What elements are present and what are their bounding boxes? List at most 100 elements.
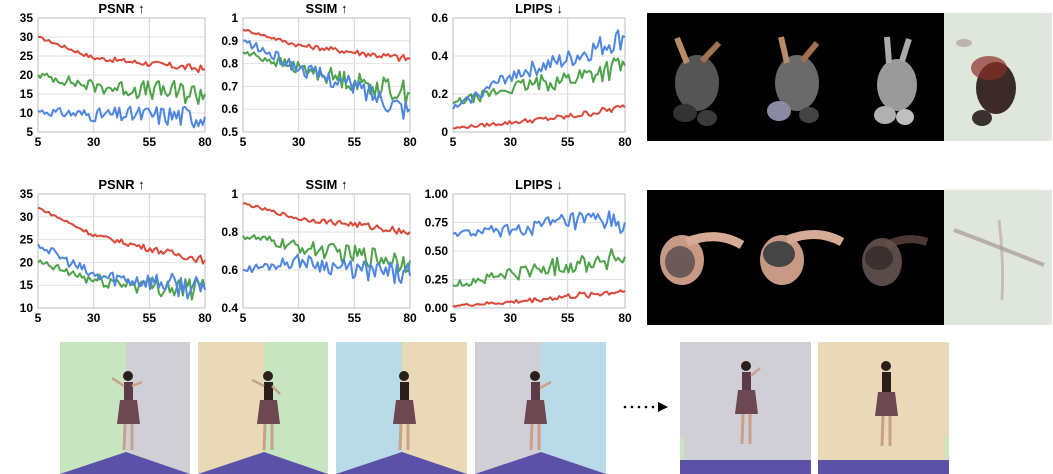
dancer-render-icon bbox=[767, 36, 820, 123]
x-tick-label: 5 bbox=[35, 311, 42, 325]
dancer-figure-icon bbox=[251, 371, 281, 451]
series-line-blue bbox=[37, 243, 206, 300]
chart-psnr-top: PSNR ↑ 5 30 55 80 5 10 15 20 25 30 35 bbox=[20, 1, 212, 149]
room-view-2 bbox=[198, 342, 328, 474]
x-tick-label: 55 bbox=[561, 311, 575, 325]
y-tick-label: 0.2 bbox=[431, 87, 448, 101]
series-line-green bbox=[452, 57, 626, 105]
y-tick-label: 0.6 bbox=[221, 263, 238, 277]
y-tick-label: 1.00 bbox=[425, 187, 449, 201]
y-tick-label: 0 bbox=[441, 125, 448, 139]
dancer-render-icon bbox=[760, 230, 845, 285]
x-tick-label: 30 bbox=[504, 135, 518, 149]
room-view-3 bbox=[336, 342, 467, 474]
y-tick-label: 10 bbox=[20, 301, 34, 315]
room-view-6 bbox=[818, 342, 949, 474]
dancer-figure-icon bbox=[393, 371, 416, 451]
plot-frame bbox=[242, 17, 411, 133]
y-tick-label: 30 bbox=[20, 30, 34, 44]
dancer-render-icon bbox=[953, 219, 1045, 301]
continuation-arrow-icon bbox=[623, 402, 668, 412]
x-tick-label: 30 bbox=[87, 135, 101, 149]
plot-frame bbox=[452, 17, 626, 133]
y-tick-label: 25 bbox=[20, 233, 34, 247]
render-panel-bottom-4 bbox=[944, 190, 1052, 325]
series-line-blue bbox=[37, 105, 206, 129]
chart-title: PSNR ↑ bbox=[98, 1, 144, 16]
x-tick-label: 80 bbox=[403, 135, 417, 149]
x-tick-label: 5 bbox=[35, 135, 42, 149]
series-line-red bbox=[242, 28, 411, 62]
y-tick-label: 0.00 bbox=[425, 301, 449, 315]
plot-frame bbox=[37, 193, 206, 309]
dancer-figure-icon bbox=[735, 361, 761, 445]
series-line-green bbox=[242, 51, 411, 106]
room-view-4 bbox=[475, 342, 606, 474]
render-panel-bottom-1 bbox=[647, 190, 747, 325]
chart-title: LPIPS ↓ bbox=[515, 177, 563, 192]
series-line-red bbox=[452, 289, 626, 308]
x-tick-label: 55 bbox=[348, 135, 362, 149]
y-tick-label: 0.75 bbox=[425, 216, 449, 230]
dancer-render-icon bbox=[862, 235, 929, 286]
plot-frame bbox=[242, 193, 411, 309]
x-tick-label: 80 bbox=[618, 311, 632, 325]
x-tick-label: 55 bbox=[143, 311, 157, 325]
x-tick-label: 30 bbox=[504, 311, 518, 325]
y-tick-label: 0.25 bbox=[425, 273, 449, 287]
render-panel-top-2 bbox=[747, 13, 847, 141]
x-tick-label: 5 bbox=[450, 311, 457, 325]
chart-title: LPIPS ↓ bbox=[515, 1, 563, 16]
x-tick-label: 55 bbox=[348, 311, 362, 325]
y-tick-label: 0.6 bbox=[431, 11, 448, 25]
dancer-render-icon bbox=[673, 36, 722, 126]
series-line-red bbox=[37, 206, 206, 265]
y-tick-label: 0.5 bbox=[221, 125, 238, 139]
x-tick-label: 55 bbox=[143, 135, 157, 149]
room-view-1 bbox=[60, 342, 190, 474]
y-tick-label: 0.6 bbox=[221, 102, 238, 116]
x-tick-label: 30 bbox=[87, 311, 101, 325]
render-panel-bottom-2 bbox=[747, 190, 847, 325]
y-tick-label: 0.8 bbox=[221, 57, 238, 71]
x-tick-label: 80 bbox=[403, 311, 417, 325]
x-tick-label: 80 bbox=[198, 311, 212, 325]
chart-title: SSIM ↑ bbox=[306, 1, 348, 16]
chart-lpips-top: LPIPS ↓ 5 30 55 80 0 0.2 0.4 0.6 bbox=[431, 1, 632, 149]
x-tick-label: 30 bbox=[292, 311, 306, 325]
series-line-red bbox=[452, 104, 626, 130]
y-tick-label: 0.7 bbox=[221, 79, 238, 93]
render-panel-top-1 bbox=[647, 13, 747, 141]
render-panel-top-4 bbox=[944, 13, 1052, 141]
series-line-red bbox=[37, 35, 206, 74]
x-tick-label: 5 bbox=[240, 135, 247, 149]
y-tick-label: 20 bbox=[20, 68, 34, 82]
y-tick-label: 20 bbox=[20, 255, 34, 269]
x-tick-label: 55 bbox=[561, 135, 575, 149]
y-tick-label: 1 bbox=[231, 187, 238, 201]
y-tick-label: 0.4 bbox=[431, 49, 448, 63]
dancer-render-icon bbox=[660, 232, 745, 285]
series-line-blue bbox=[452, 29, 626, 110]
y-tick-label: 30 bbox=[20, 210, 34, 224]
y-tick-label: 0.8 bbox=[221, 225, 238, 239]
y-tick-label: 15 bbox=[20, 278, 34, 292]
chart-title: PSNR ↑ bbox=[98, 177, 144, 192]
x-tick-label: 80 bbox=[198, 135, 212, 149]
series-line-blue bbox=[452, 210, 626, 238]
y-tick-label: 5 bbox=[26, 125, 33, 139]
dancer-figure-icon bbox=[111, 371, 143, 451]
x-tick-label: 80 bbox=[618, 135, 632, 149]
y-tick-label: 0.4 bbox=[221, 301, 238, 315]
y-tick-label: 0.9 bbox=[221, 34, 238, 48]
chart-lpips-bottom: LPIPS ↓ 5 30 55 80 0.00 0.25 0.50 0.75 1.00 bbox=[425, 177, 632, 325]
x-tick-label: 5 bbox=[450, 135, 457, 149]
y-tick-label: 25 bbox=[20, 49, 34, 63]
dancer-render-icon bbox=[956, 39, 1016, 126]
chart-psnr-bottom: PSNR ↑ 5 30 55 80 10 15 20 25 30 35 bbox=[20, 177, 212, 325]
chart-ssim-bottom: SSIM ↑ 5 30 55 80 0.4 0.6 0.8 1 bbox=[221, 177, 417, 325]
plot-frame bbox=[452, 193, 626, 309]
render-panel-bottom-3 bbox=[847, 190, 944, 325]
series-line-red bbox=[242, 202, 411, 236]
render-panel-top-3 bbox=[847, 13, 944, 141]
